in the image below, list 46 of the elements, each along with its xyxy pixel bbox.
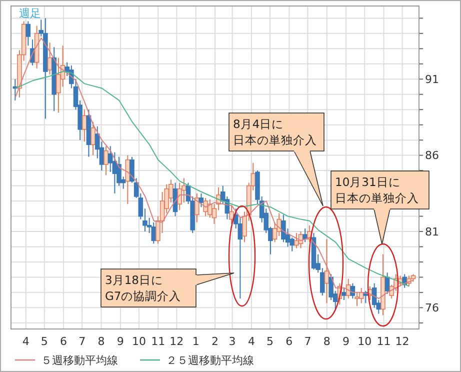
x-tick-label: 10 xyxy=(358,334,372,348)
candlestick xyxy=(354,292,360,307)
annotation: 8月4日に xyxy=(233,117,284,131)
legend-label: ５週移動平均線 xyxy=(41,352,118,368)
x-tick-label: 10 xyxy=(132,334,146,348)
x-tick-label: 9 xyxy=(342,334,350,348)
x-tick-label: 2 xyxy=(212,334,218,348)
x-tick-label: 6 xyxy=(60,334,68,348)
x-tick-label: 11 xyxy=(376,334,391,348)
candlestick xyxy=(26,20,31,46)
x-tick-label: 6 xyxy=(286,334,293,348)
annotation: 日本の単独介入 xyxy=(335,191,419,205)
annotation: G7の協調介入 xyxy=(105,289,182,303)
annotation: 10月31日に xyxy=(335,175,400,189)
y-tick-label: 86 xyxy=(425,149,439,162)
candlestick xyxy=(90,121,96,156)
candlestick xyxy=(294,232,299,249)
candlestick xyxy=(177,182,182,211)
x-tick-label: 7 xyxy=(304,334,312,348)
x-tick-label: 8 xyxy=(323,334,330,348)
x-tick-label: 5 xyxy=(266,334,274,348)
candlestick xyxy=(229,205,234,224)
x-tick-label: 3 xyxy=(228,334,236,348)
x-tick-label: 4 xyxy=(248,334,255,348)
annotation: 3月18日に xyxy=(105,273,163,287)
y-tick-label: 81 xyxy=(425,225,439,238)
x-tick-label: 4 xyxy=(22,334,30,348)
x-tick-label: 12 xyxy=(395,334,410,348)
y-tick-label: 76 xyxy=(425,302,439,315)
x-tick-label: 7 xyxy=(78,334,86,348)
x-tick-label: 1 xyxy=(192,334,200,348)
x-tick-label: 8 xyxy=(98,334,105,348)
x-tick-label: 12 xyxy=(170,334,184,348)
candlestick xyxy=(194,192,200,223)
legend-label: ２５週移動平均線 xyxy=(166,352,254,368)
x-tick-label: 9 xyxy=(116,334,124,348)
candlestick xyxy=(151,222,156,244)
candlestick xyxy=(342,287,346,301)
chart-title: 週足 xyxy=(19,7,41,20)
annotation: 日本の単独介入 xyxy=(233,133,317,147)
candlestick xyxy=(82,109,87,142)
y-tick-label: 91 xyxy=(425,73,439,86)
candlestick xyxy=(104,146,108,176)
x-tick-label: 11 xyxy=(151,334,166,348)
candlestick xyxy=(281,214,286,243)
x-tick-label: 5 xyxy=(40,334,48,348)
